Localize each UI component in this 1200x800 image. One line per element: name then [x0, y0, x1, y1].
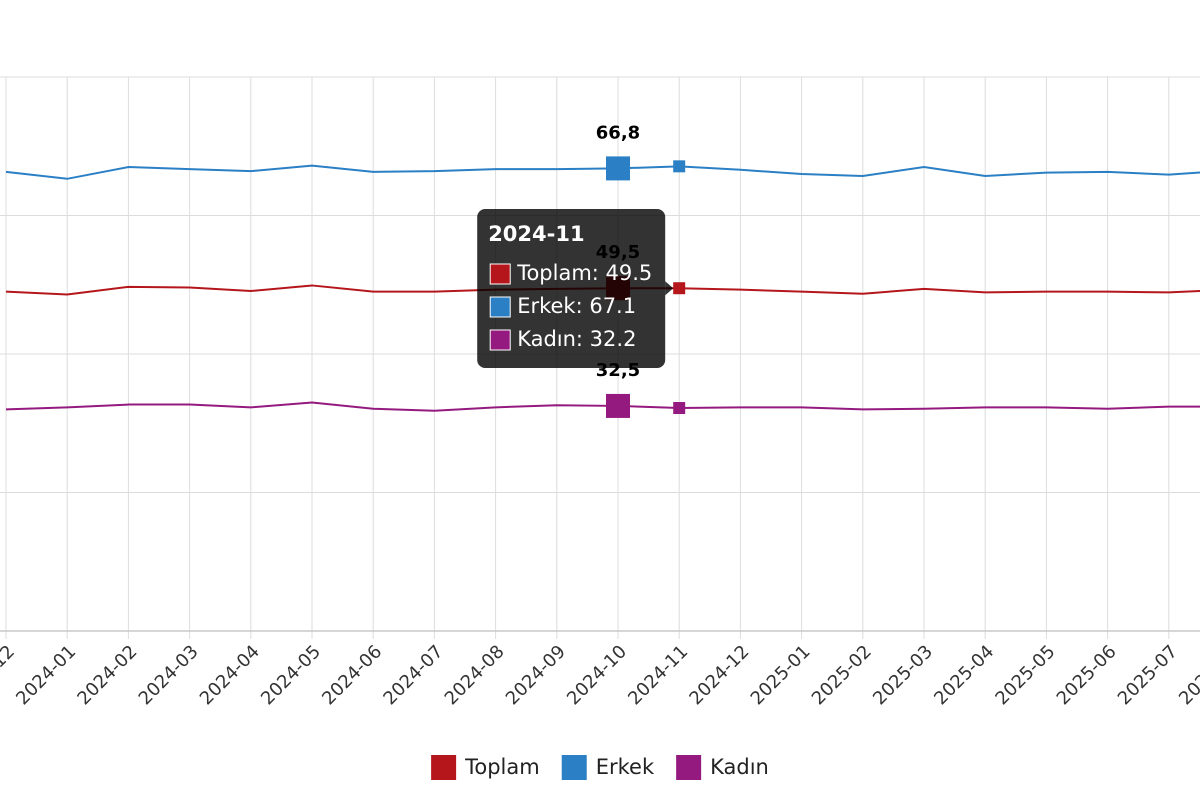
x-tick-label: 2024-01 — [12, 641, 80, 709]
x-tick-label: 2025-04 — [930, 641, 998, 709]
x-tick-label: 2024-03 — [135, 641, 203, 709]
x-tick-label: 2025-06 — [1053, 641, 1121, 709]
data-label: 66,8 — [596, 122, 640, 143]
x-tick-label: 2024-11 — [624, 641, 692, 709]
x-tick-label: 2024-09 — [502, 641, 570, 709]
tooltip-title: 2024-11 — [488, 222, 584, 246]
legend-label: Erkek — [596, 755, 655, 779]
x-tick-label: 2024-10 — [563, 641, 631, 709]
tooltip-row: Toplam: 49.5 — [516, 261, 652, 285]
highlight-marker — [606, 393, 630, 418]
hover-marker — [673, 402, 686, 415]
tooltip-swatch — [489, 329, 511, 351]
x-tick-label: 2025-03 — [869, 641, 937, 709]
x-tick-label: 2024-04 — [196, 641, 264, 709]
x-tick-label: 2024-06 — [318, 641, 386, 709]
x-tick-label: 2024-02 — [73, 641, 141, 709]
tooltip-swatch — [489, 263, 511, 285]
x-tick-label: 2025-05 — [991, 641, 1059, 709]
hover-marker — [673, 160, 686, 173]
highlight-marker — [606, 156, 630, 181]
legend-swatch — [676, 755, 702, 780]
x-tick-label: 2025-01 — [747, 641, 815, 709]
legend-swatch — [561, 755, 587, 780]
legend: Toplam Erkek Kadın — [431, 755, 769, 780]
tooltip-box — [477, 209, 666, 368]
tooltip-swatch — [489, 296, 511, 318]
tooltip-row: Erkek: 67.1 — [517, 294, 636, 318]
x-tick-label: 2024-12 — [685, 641, 753, 709]
hover-marker — [673, 282, 686, 295]
x-tick-label: 2025-02 — [808, 641, 876, 709]
x-tick-label: 2024-05 — [257, 641, 325, 709]
series-line — [5, 164, 1200, 180]
tooltip-row: Kadın: 32.2 — [517, 327, 636, 351]
tooltip: 2024-11 Toplam: 49.5 Erkek: 67.1 Kadın: 32.… — [477, 209, 674, 368]
x-tick-label: 2024-07 — [379, 641, 447, 709]
legend-swatch — [431, 755, 457, 780]
x-tick-label: 2025-08 — [1175, 641, 1200, 709]
legend-label: Toplam — [464, 755, 540, 779]
x-tick-label: 2025-07 — [1114, 641, 1182, 709]
legend-label: Kadın — [710, 755, 769, 779]
series-line — [5, 401, 1200, 412]
x-tick-label: 2024-08 — [441, 641, 509, 709]
tooltip-caret — [665, 281, 674, 296]
